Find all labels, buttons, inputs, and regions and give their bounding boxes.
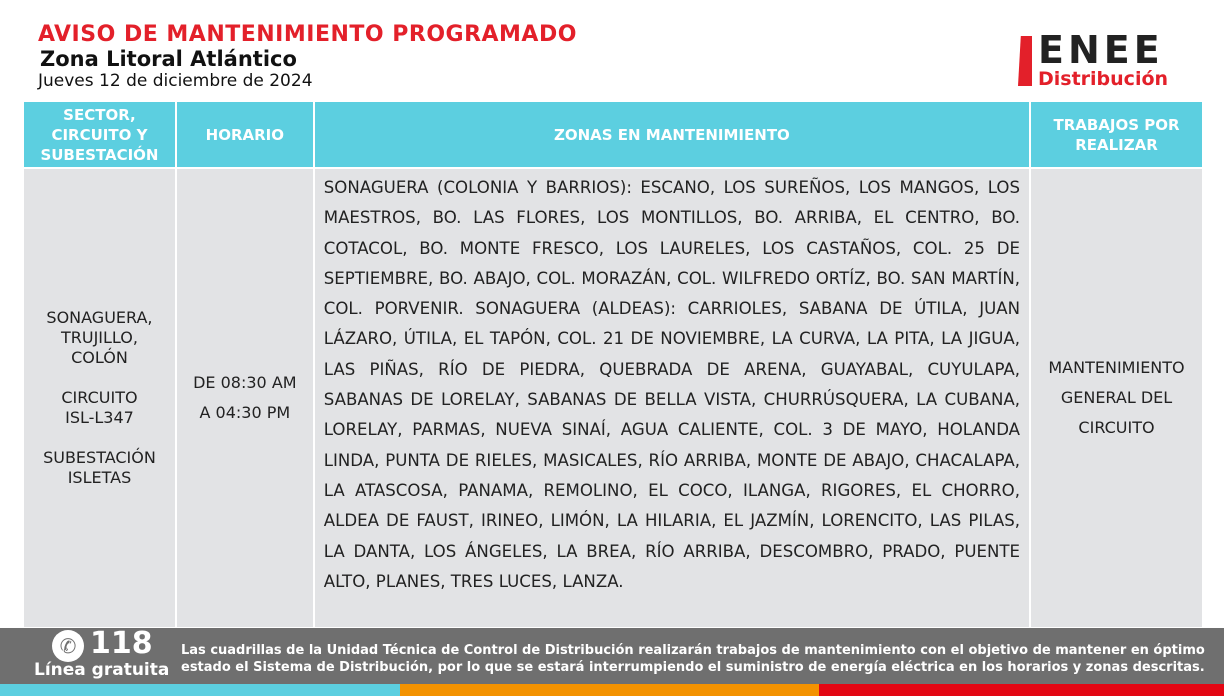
zones-cell: SONAGUERA (COLONIA Y BARRIOS): ESCANO, L… [312,167,1032,629]
sector: SONAGUERA, TRUJILLO, COLÓN [46,308,153,367]
substation-label: SUBESTACIÓN [43,448,156,467]
substation: ISLETAS [67,468,132,487]
time-start: DE 08:30 AM [193,373,297,392]
notice-date: Jueves 12 de diciembre de 2024 [38,71,313,91]
stripe-red [819,684,1224,696]
footer-text: Las cuadrillas de la Unidad Técnica de C… [181,643,1205,675]
circuit-label: CIRCUITO [61,388,138,407]
header-zones: ZONAS EN MANTENIMIENTO [312,100,1032,169]
notice-title: AVISO DE MANTENIMIENTO PROGRAMADO [38,22,577,47]
sector-cell: SONAGUERA, TRUJILLO, COLÓN CIRCUITO ISL-… [22,167,177,629]
zone-name: Zona Litoral Atlántico [40,47,297,71]
table-row: SONAGUERA, TRUJILLO, COLÓN CIRCUITO ISL-… [22,167,1204,629]
maintenance-table: SECTOR, CIRCUITO Y SUBESTACIÓN HORARIO Z… [22,100,1204,629]
table-header-row: SECTOR, CIRCUITO Y SUBESTACIÓN HORARIO Z… [22,100,1204,169]
phone-number: 118 [90,626,153,661]
footer: ✆ 118 Línea gratuita Las cuadrillas de l… [0,626,1224,684]
enee-logo: ENEE Distribución [1016,28,1191,90]
logo-mark-icon [1018,36,1032,86]
header-work: TRABAJOS POR REALIZAR [1029,100,1204,169]
logo-sub: Distribución [1038,68,1169,90]
header-sector: SECTOR, CIRCUITO Y SUBESTACIÓN [22,100,177,169]
phone-label: Línea gratuita [34,660,170,680]
header-schedule: HORARIO [174,100,315,169]
stripe-orange [400,684,819,696]
work-cell: MANTENIMIENTO GENERAL DEL CIRCUITO [1029,167,1204,629]
logo-brand: ENEE [1038,28,1164,72]
stripe-cyan [0,684,400,696]
schedule-cell: DE 08:30 AM A 04:30 PM [174,167,315,629]
phone-icon: ✆ [52,630,84,662]
time-end: A 04:30 PM [199,403,291,422]
circuit: ISL-L347 [65,408,134,427]
